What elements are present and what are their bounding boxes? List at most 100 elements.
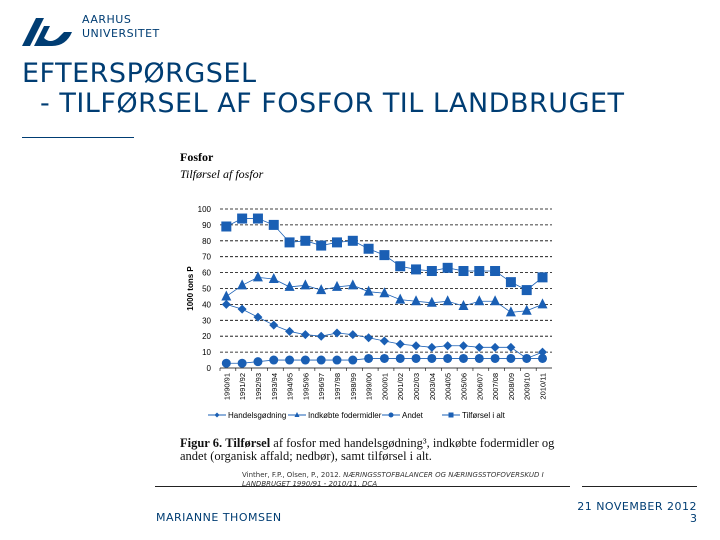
x-tick-label: 2001/02: [396, 373, 405, 400]
data-point-tilførsel-i-alt: [300, 235, 311, 246]
data-point-tilførsel-i-alt: [505, 277, 516, 288]
x-tick-label: 1990/91: [222, 373, 231, 400]
data-point-tilførsel-i-alt: [284, 237, 295, 248]
data-point-tilførsel-i-alt: [252, 213, 263, 224]
data-point-andet: [458, 353, 468, 363]
citation-title: NÆRINGSSTOFBALANCER OG NÆRINGSSTOFOVERSK…: [242, 471, 544, 488]
y-tick-label: 40: [202, 300, 211, 309]
data-point-indkøbte-fodermidler: [490, 295, 501, 306]
data-point-andet: [506, 353, 516, 363]
data-point-tilførsel-i-alt: [395, 261, 406, 272]
data-point-tilførsel-i-alt: [363, 243, 374, 254]
x-tick-label: 2009/10: [523, 373, 532, 400]
y-tick-label: 90: [202, 221, 211, 230]
y-tick-label: 50: [202, 285, 211, 294]
data-point-indkøbte-fodermidler: [474, 295, 485, 306]
data-point-handelsgødning: [538, 347, 548, 357]
data-point-andet: [316, 355, 326, 365]
data-point-andet: [221, 358, 231, 368]
data-point-indkøbte-fodermidler: [379, 287, 390, 298]
data-point-handelsgødning: [348, 330, 358, 340]
y-tick-label: 60: [202, 269, 211, 278]
x-tick-label: 1996/97: [317, 373, 326, 400]
x-tick-label: 2002/03: [412, 373, 421, 400]
legend-label-indkøbte-fodermidler: Indkøbte fodermidler: [308, 411, 382, 420]
data-point-andet: [269, 355, 279, 365]
data-point-handelsgødning: [364, 333, 374, 343]
legend-marker-andet: [388, 412, 394, 418]
x-tick-label: 2010/11: [539, 373, 548, 400]
data-point-handelsgødning: [379, 336, 389, 346]
data-point-handelsgødning: [506, 342, 516, 352]
footer-divider-right: [582, 486, 697, 487]
slide-title: EFTERSPØRGSEL: [22, 58, 257, 89]
y-tick-label: 0: [207, 364, 212, 373]
data-point-andet: [364, 353, 374, 363]
caption-label: Figur 6.: [180, 436, 223, 450]
data-point-indkøbte-fodermidler: [268, 272, 279, 283]
data-point-indkøbte-fodermidler: [252, 271, 263, 282]
y-tick-label: 80: [202, 237, 211, 246]
data-point-handelsgødning: [332, 328, 342, 338]
data-point-handelsgødning: [300, 330, 310, 340]
data-point-andet: [490, 353, 500, 363]
data-point-handelsgødning: [395, 339, 405, 349]
data-point-indkøbte-fodermidler: [458, 299, 469, 310]
y-tick-label: 20: [202, 332, 211, 341]
data-point-andet: [395, 353, 405, 363]
x-tick-label: 1993/94: [270, 373, 279, 400]
data-point-andet: [427, 353, 437, 363]
x-tick-label: 1992/93: [254, 373, 263, 400]
title-divider: [22, 137, 134, 138]
data-point-tilførsel-i-alt: [537, 272, 548, 283]
y-tick-label: 30: [202, 316, 211, 325]
data-point-andet: [443, 353, 453, 363]
x-tick-label: 2003/04: [428, 373, 437, 400]
data-point-handelsgødning: [443, 341, 453, 351]
data-point-indkøbte-fodermidler: [411, 295, 422, 306]
data-point-handelsgødning: [237, 304, 247, 314]
data-point-andet: [538, 353, 548, 363]
y-tick-label: 10: [202, 348, 211, 357]
data-point-handelsgødning: [458, 341, 468, 351]
page-number: 3: [690, 512, 697, 525]
slide-subtitle: - TILFØRSEL AF FOSFOR TIL LANDBRUGET: [40, 88, 625, 119]
data-point-indkøbte-fodermidler: [331, 280, 342, 291]
data-point-tilførsel-i-alt: [237, 213, 248, 224]
caption-text: af fosfor med handelsgødning³, indkøbte …: [180, 436, 555, 463]
figure-caption: Figur 6. Tilførsel af fosfor med handels…: [180, 437, 560, 463]
data-point-andet: [522, 353, 532, 363]
data-point-andet: [332, 355, 342, 365]
data-point-indkøbte-fodermidler: [284, 280, 295, 291]
data-point-tilførsel-i-alt: [442, 262, 453, 273]
x-tick-label: 1998/99: [349, 373, 358, 400]
data-point-tilførsel-i-alt: [347, 235, 358, 246]
citation: Vinther, F.P., Olsen, P., 2012. NÆRINGSS…: [242, 471, 572, 489]
x-tick-label: 2005/06: [459, 373, 468, 400]
data-point-tilførsel-i-alt: [411, 264, 422, 275]
citation-authors: Vinther, F.P., Olsen, P., 2012.: [242, 471, 341, 479]
data-point-handelsgødning: [411, 341, 421, 351]
caption-bold: Tilførsel: [225, 436, 271, 450]
legend-label-handelsgødning: Handelsgødning: [228, 411, 286, 420]
data-point-tilførsel-i-alt: [458, 266, 469, 277]
x-tick-label: 1994/95: [286, 373, 295, 400]
y-tick-label: 100: [198, 205, 212, 214]
legend-marker-tilførsel-i-alt: [448, 412, 454, 418]
legend-label-andet: Andet: [402, 411, 424, 420]
data-point-handelsgødning: [285, 326, 295, 336]
data-point-tilførsel-i-alt: [521, 285, 532, 296]
data-point-indkøbte-fodermidler: [426, 296, 437, 307]
data-point-indkøbte-fodermidler: [395, 293, 406, 304]
data-point-indkøbte-fodermidler: [521, 304, 532, 315]
data-point-tilførsel-i-alt: [316, 240, 327, 251]
logo-line1: AARHUS: [82, 13, 132, 26]
logo-text: AARHUS UNIVERSITET: [82, 13, 160, 41]
data-point-tilførsel-i-alt: [379, 250, 390, 261]
x-tick-label: 1997/98: [333, 373, 342, 400]
data-point-indkøbte-fodermidler: [347, 279, 358, 290]
data-point-andet: [300, 355, 310, 365]
aarhus-university-logo: [22, 18, 72, 46]
footer-author: MARIANNE THOMSEN: [156, 511, 282, 524]
data-point-andet: [411, 353, 421, 363]
